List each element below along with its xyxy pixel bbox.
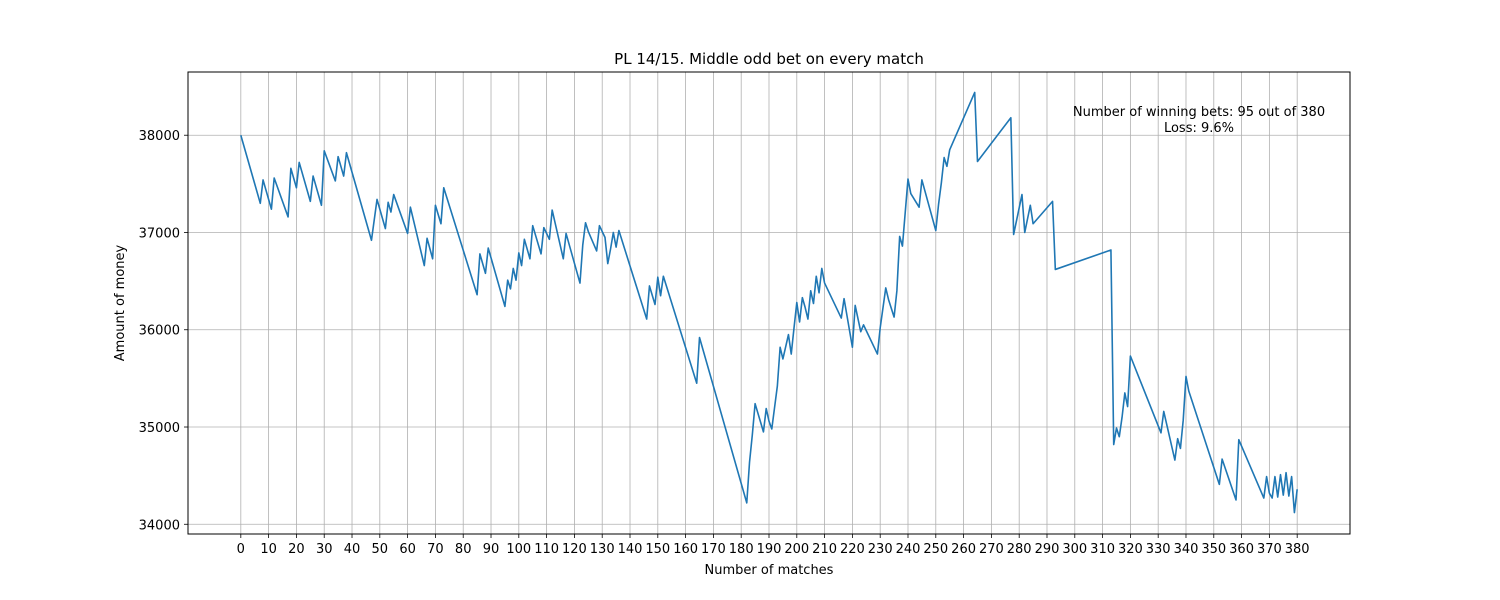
y-tick-label: 37000 (139, 226, 180, 241)
x-tick-label: 100 (506, 542, 531, 557)
loss-annotation: Loss: 9.6% (1164, 121, 1234, 136)
x-axis-label: Number of matches (705, 563, 834, 578)
x-tick-label: 60 (399, 542, 416, 557)
x-tick-label: 0 (237, 542, 245, 557)
x-tick-label: 180 (729, 542, 754, 557)
x-tick-label: 120 (562, 542, 587, 557)
chart-title: PL 14/15. Middle odd bet on every match (614, 50, 924, 68)
x-tick-label: 160 (673, 542, 698, 557)
x-tick-label: 150 (645, 542, 670, 557)
x-axis-ticks: 0 10 20 30 40 50 60 70 80 90 100 110 120 130 140 150 160… (237, 534, 1310, 557)
y-tick-label: 34000 (139, 518, 180, 533)
x-tick-label: 290 (1035, 542, 1060, 557)
y-tick-label: 35000 (139, 421, 180, 436)
x-tick-label: 230 (868, 542, 893, 557)
x-tick-label: 140 (618, 542, 643, 557)
x-tick-label: 210 (812, 542, 837, 557)
x-tick-label: 300 (1062, 542, 1087, 557)
x-tick-label: 70 (427, 542, 444, 557)
x-tick-label: 330 (1146, 542, 1171, 557)
x-tick-label: 250 (923, 542, 948, 557)
y-axis-label: Amount of money (113, 244, 128, 361)
grid (188, 72, 1350, 534)
y-tick-label: 38000 (139, 129, 180, 144)
x-tick-label: 200 (784, 542, 809, 557)
x-tick-label: 50 (372, 542, 389, 557)
x-tick-label: 170 (701, 542, 726, 557)
x-tick-label: 350 (1201, 542, 1226, 557)
x-tick-label: 30 (316, 542, 333, 557)
x-tick-label: 320 (1118, 542, 1143, 557)
x-tick-label: 190 (757, 542, 782, 557)
x-tick-label: 80 (455, 542, 472, 557)
x-tick-label: 40 (344, 542, 361, 557)
x-tick-label: 110 (534, 542, 559, 557)
x-tick-label: 20 (288, 542, 305, 557)
x-tick-label: 380 (1285, 542, 1310, 557)
winning-bets-annotation: Number of winning bets: 95 out of 380 (1073, 105, 1325, 120)
x-tick-label: 240 (896, 542, 921, 557)
x-tick-label: 340 (1174, 542, 1199, 557)
x-tick-label: 90 (483, 542, 500, 557)
x-tick-label: 280 (1007, 542, 1032, 557)
x-tick-label: 10 (260, 542, 277, 557)
series-layer (240, 91, 1298, 514)
x-tick-label: 370 (1257, 542, 1282, 557)
x-tick-label: 310 (1090, 542, 1115, 557)
y-axis-ticks: 34000 35000 36000 37000 38000 (139, 129, 188, 533)
x-tick-label: 260 (951, 542, 976, 557)
x-tick-label: 220 (840, 542, 865, 557)
x-tick-label: 130 (590, 542, 615, 557)
money-series-line (240, 91, 1298, 514)
y-tick-label: 36000 (139, 324, 180, 339)
x-tick-label: 360 (1229, 542, 1254, 557)
x-tick-label: 270 (979, 542, 1004, 557)
